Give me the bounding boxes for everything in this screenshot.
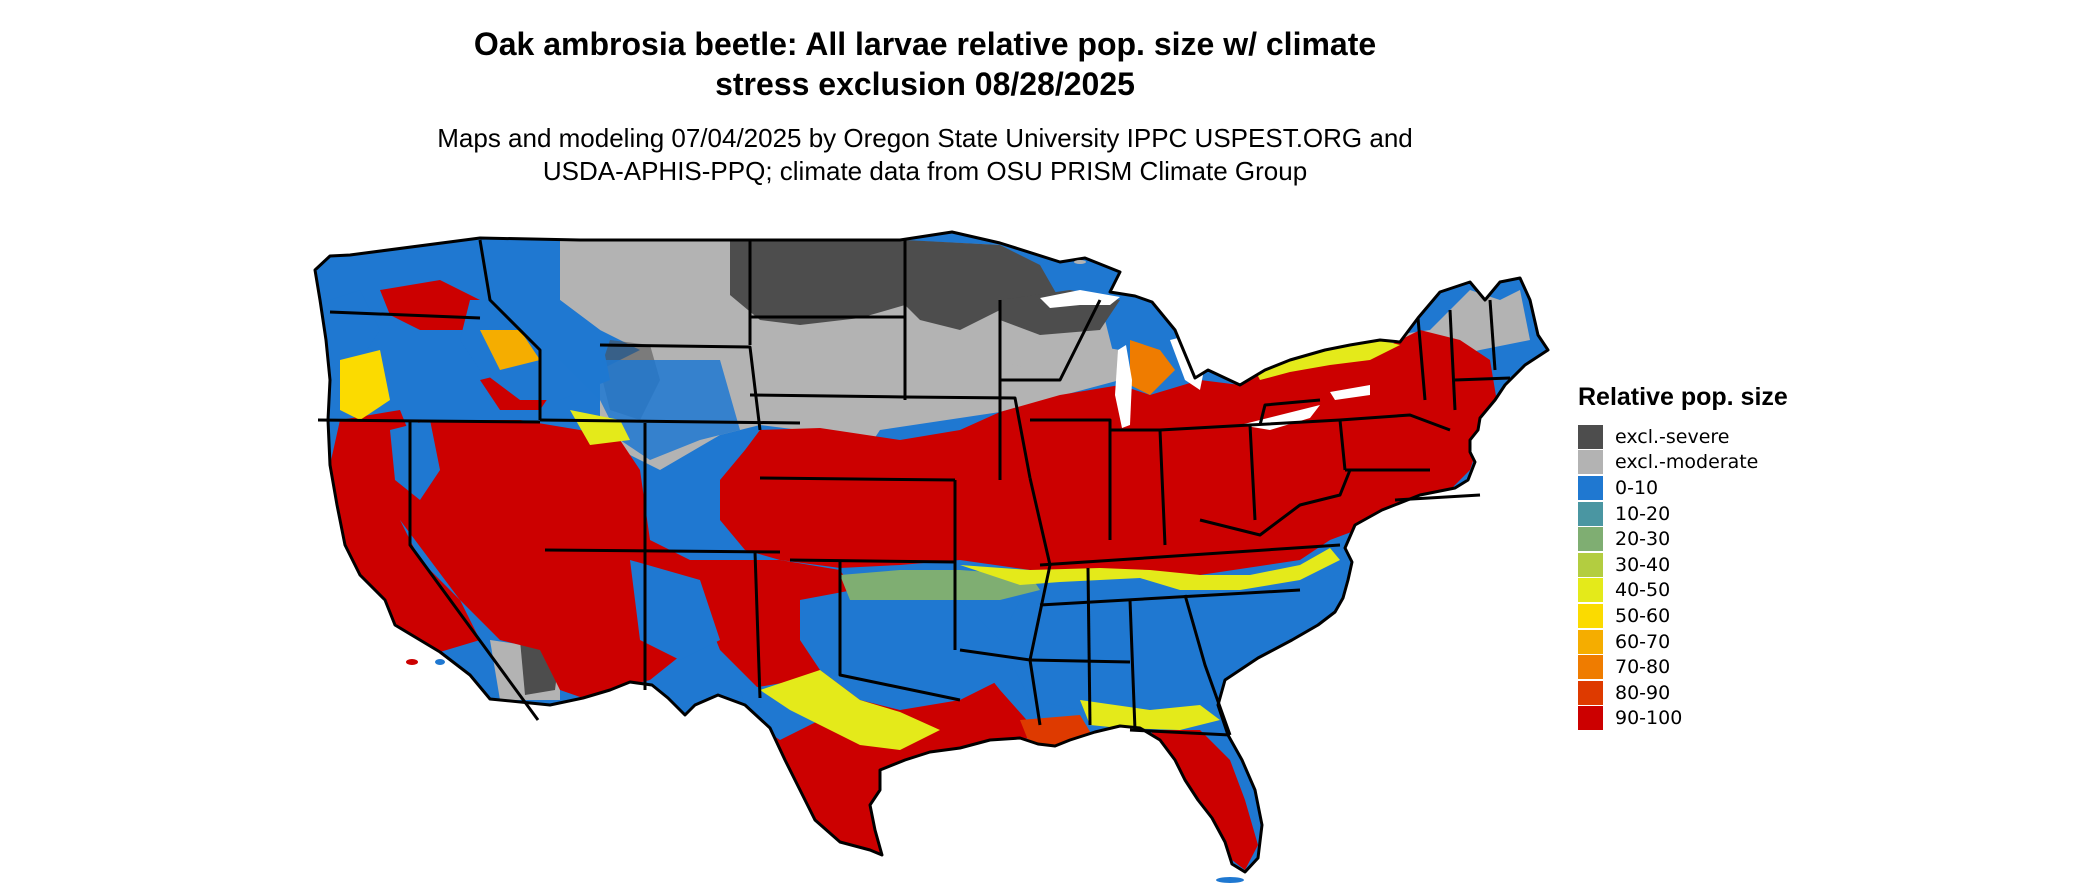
legend-item: 80-90 <box>1578 680 1938 706</box>
legend-item: 20-30 <box>1578 526 1938 552</box>
legend-label: 30-40 <box>1615 553 1671 576</box>
legend-swatch <box>1578 680 1603 705</box>
legend-label: 60-70 <box>1615 630 1671 653</box>
legend-swatch <box>1578 655 1603 680</box>
map-subtitle-line-2: USDA-APHIS-PPQ; climate data from OSU PR… <box>542 156 1308 186</box>
legend-label: 0-10 <box>1615 476 1659 499</box>
legend-swatch <box>1578 578 1603 603</box>
legend: Relative pop. size excl.-severe excl.-mod… <box>1578 382 1938 731</box>
legend-item: 40-50 <box>1578 578 1938 604</box>
legend-item: 70-80 <box>1578 654 1938 680</box>
coastal-islands <box>406 260 1244 883</box>
map-title-line-1: Oak ambrosia beetle: All larvae relative… <box>473 26 1377 62</box>
map-subtitle-line-1: Maps and modeling 07/04/2025 by Oregon S… <box>437 123 1413 153</box>
legend-item: 10-20 <box>1578 501 1938 527</box>
legend-title: Relative pop. size <box>1578 383 1788 411</box>
legend-swatch <box>1578 475 1603 500</box>
legend-item: 60-70 <box>1578 629 1938 655</box>
legend-label: 90-100 <box>1615 707 1683 730</box>
legend-label: 50-60 <box>1615 604 1671 627</box>
legend-swatch <box>1578 629 1603 654</box>
legend-label: 80-90 <box>1615 681 1671 704</box>
legend-swatch <box>1578 603 1603 628</box>
legend-label: 40-50 <box>1615 579 1671 602</box>
legend-label: excl.-moderate <box>1615 451 1759 474</box>
legend-label: excl.-severe <box>1615 425 1730 448</box>
legend-item: 30-40 <box>1578 552 1938 578</box>
legend-item: excl.-moderate <box>1578 450 1938 476</box>
legend-swatch <box>1578 527 1603 552</box>
legend-item: excl.-severe <box>1578 424 1938 450</box>
legend-label: 10-20 <box>1615 502 1671 525</box>
map-title-line-2: stress exclusion 08/28/2025 <box>715 66 1135 102</box>
legend-swatch <box>1578 424 1603 449</box>
map-subtitle: Maps and modeling 07/04/2025 by Oregon S… <box>0 122 1850 188</box>
us-map <box>313 230 1550 883</box>
legend-swatch <box>1578 706 1603 731</box>
map-title: Oak ambrosia beetle: All larvae relative… <box>0 24 1850 104</box>
legend-item: 0-10 <box>1578 475 1938 501</box>
legend-item: 50-60 <box>1578 603 1938 629</box>
us-map-area <box>313 230 1550 883</box>
legend-label: 70-80 <box>1615 656 1671 679</box>
legend-label: 20-30 <box>1615 528 1671 551</box>
legend-swatch <box>1578 552 1603 577</box>
population-regions <box>330 238 1530 870</box>
legend-item: 90-100 <box>1578 706 1938 732</box>
legend-swatch <box>1578 501 1603 526</box>
state-borders <box>313 230 1550 874</box>
legend-swatch <box>1578 450 1603 475</box>
legend-items: excl.-severe excl.-moderate 0-10 10-20 20-30… <box>1578 424 1938 731</box>
